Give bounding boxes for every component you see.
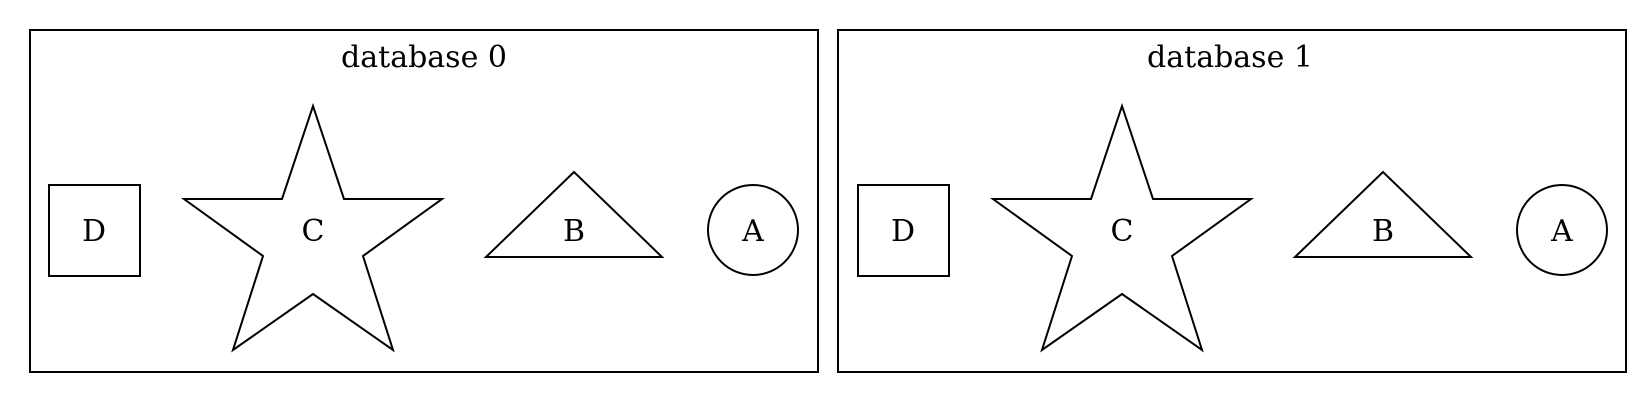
node-label: D bbox=[891, 214, 915, 249]
node-label: C bbox=[302, 214, 325, 249]
cluster-title: database 1 bbox=[1147, 40, 1313, 75]
node-label: B bbox=[1372, 214, 1394, 249]
cluster-database-0: database 0 D C B A bbox=[29, 29, 819, 373]
cluster-title: database 0 bbox=[341, 40, 507, 75]
node-label: B bbox=[563, 214, 585, 249]
cluster-database-1: database 1 D C B A bbox=[837, 29, 1627, 373]
circle-shape bbox=[1516, 184, 1608, 276]
star-shape bbox=[989, 102, 1255, 353]
node-d: D bbox=[857, 184, 950, 277]
cluster-box bbox=[29, 29, 819, 373]
node-b: B bbox=[1292, 170, 1474, 258]
node-label: C bbox=[1111, 214, 1134, 249]
node-a: A bbox=[707, 184, 799, 276]
node-b: B bbox=[483, 170, 665, 258]
node-c: C bbox=[989, 102, 1255, 353]
square-shape bbox=[48, 184, 141, 277]
node-label: D bbox=[82, 214, 106, 249]
node-a: A bbox=[1516, 184, 1608, 276]
node-d: D bbox=[48, 184, 141, 277]
node-label: A bbox=[1550, 214, 1573, 249]
square-shape bbox=[857, 184, 950, 277]
star-shape bbox=[180, 102, 446, 353]
node-label: A bbox=[741, 214, 764, 249]
circle-shape bbox=[707, 184, 799, 276]
triangle-shape bbox=[483, 170, 665, 258]
cluster-box bbox=[837, 29, 1627, 373]
node-c: C bbox=[180, 102, 446, 353]
triangle-shape bbox=[1292, 170, 1474, 258]
